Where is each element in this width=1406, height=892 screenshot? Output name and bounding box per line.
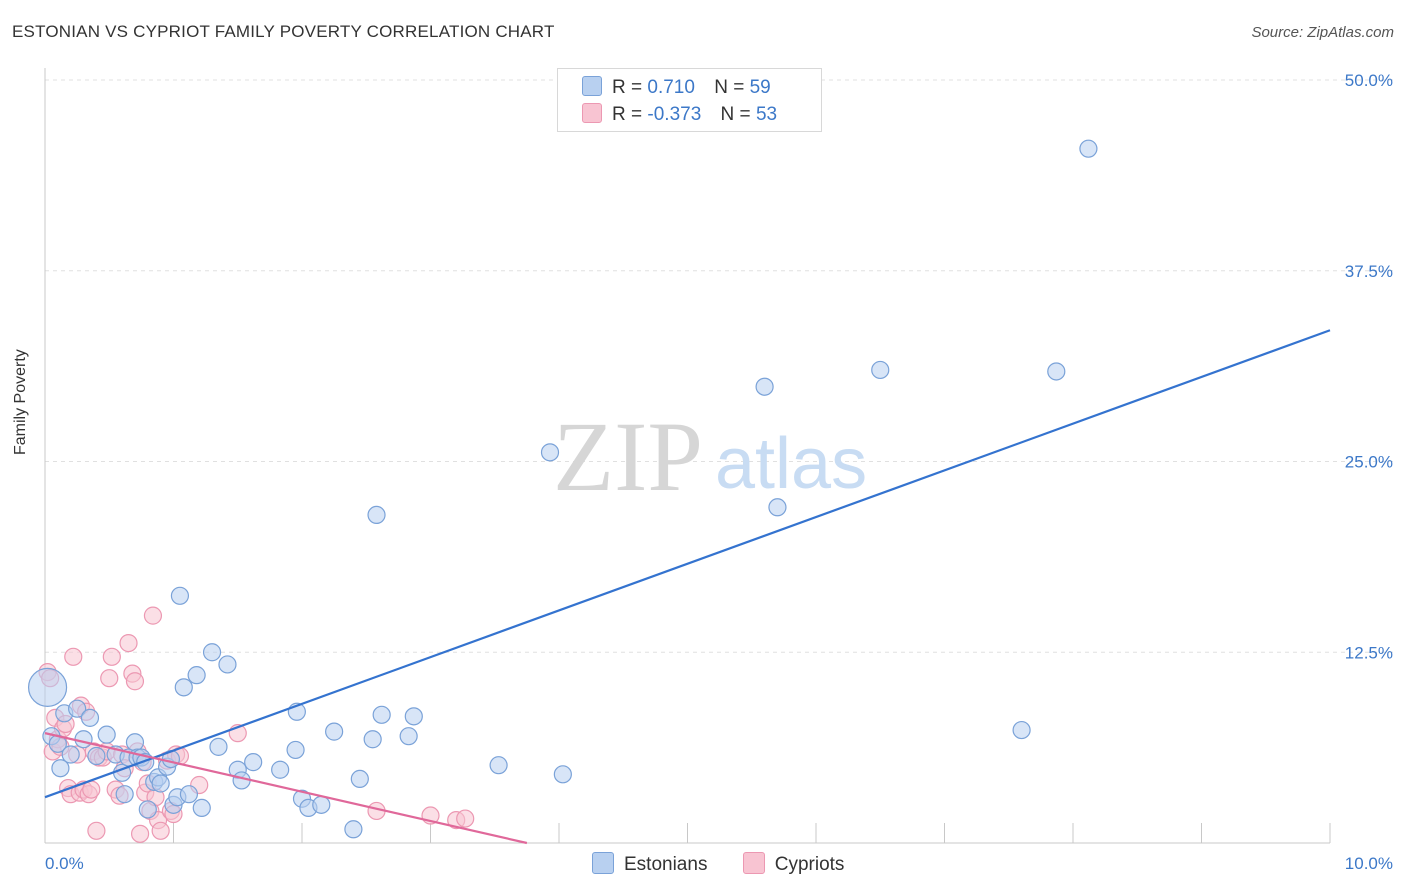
estonians-point bbox=[367, 505, 386, 525]
legend-label-cypriots: Cypriots bbox=[774, 854, 845, 875]
estonians-point bbox=[27, 667, 68, 707]
cypriots-point bbox=[102, 647, 121, 666]
estonians-point bbox=[1012, 720, 1031, 740]
estonians-point bbox=[170, 586, 190, 605]
estonians-point bbox=[404, 707, 423, 726]
legend-label-estonians: Estonians bbox=[624, 854, 708, 875]
estonians-point bbox=[68, 699, 87, 718]
estonians-point bbox=[1047, 362, 1066, 381]
estonians-point bbox=[372, 705, 391, 724]
legend-n-value: 53 bbox=[755, 104, 778, 125]
legend-r-label: R = bbox=[612, 77, 643, 98]
cypriots-point bbox=[456, 809, 475, 828]
estonians-point bbox=[179, 785, 199, 804]
legend-r-value: -0.373 bbox=[647, 104, 702, 125]
estonians-swatch bbox=[582, 76, 602, 96]
estonians-point bbox=[271, 760, 290, 779]
legend-item-estonians[interactable]: Estonians bbox=[592, 852, 707, 876]
watermark-atlas: atlas bbox=[715, 424, 867, 504]
cypriots-point bbox=[125, 672, 145, 691]
axes bbox=[44, 68, 1331, 844]
cypriots-point bbox=[64, 647, 83, 666]
x-tick-labels: 0.0% 10.0% bbox=[45, 854, 1393, 873]
y-tick-label: 50.0% bbox=[1345, 71, 1393, 90]
estonians-point bbox=[312, 795, 331, 814]
estonians-point bbox=[286, 740, 305, 760]
estonians-point bbox=[1079, 139, 1098, 158]
estonians-point bbox=[350, 769, 369, 789]
cypriots-point bbox=[143, 606, 163, 625]
cypriots-swatch bbox=[582, 103, 602, 123]
legend-r-value: 0.710 bbox=[647, 77, 695, 98]
estonians-point bbox=[138, 800, 157, 819]
legend-row-estonians: R = 0.710 N = 59 bbox=[582, 76, 771, 99]
estonians-point bbox=[51, 759, 70, 778]
y-tick-label: 25.0% bbox=[1345, 453, 1393, 472]
estonians-point bbox=[187, 666, 206, 685]
cypriots-point bbox=[151, 821, 170, 840]
estonians-swatch bbox=[592, 852, 614, 874]
estonians-point bbox=[344, 820, 363, 839]
legend-n-value: 59 bbox=[749, 77, 771, 98]
estonians-point bbox=[363, 730, 382, 749]
estonians-point bbox=[125, 733, 145, 752]
x-tick-label: 10.0% bbox=[1345, 854, 1393, 873]
trend-lines bbox=[44, 329, 1331, 845]
estonians-point bbox=[218, 655, 237, 674]
estonians-point bbox=[61, 745, 80, 764]
legend-item-cypriots[interactable]: Cypriots bbox=[742, 852, 845, 876]
estonians-point bbox=[325, 722, 344, 741]
estonians-points bbox=[27, 139, 1098, 839]
cypriots-trend-line bbox=[44, 732, 528, 845]
watermark-zip: ZIP bbox=[553, 401, 703, 512]
correlation-legend: R = 0.710 N = 59 R = -0.373 N = 53 bbox=[557, 68, 822, 132]
y-tick-labels: 12.5% 25.0% 37.5% 50.0% bbox=[1345, 71, 1393, 662]
estonians-point bbox=[553, 765, 572, 784]
estonians-point bbox=[540, 443, 560, 462]
estonians-point bbox=[115, 785, 134, 804]
series-legend: Estonians Cypriots bbox=[592, 852, 874, 876]
cypriots-points bbox=[38, 606, 475, 843]
cypriots-point bbox=[119, 633, 138, 653]
cypriots-swatch bbox=[742, 852, 765, 874]
source-label: Source: ZipAtlas.com bbox=[1251, 24, 1394, 41]
estonians-point bbox=[174, 678, 193, 697]
legend-n-label: N = bbox=[714, 77, 745, 98]
y-tick-label: 37.5% bbox=[1345, 262, 1393, 281]
estonians-point bbox=[97, 725, 116, 744]
estonians-point bbox=[755, 377, 774, 396]
estonians-trend-line bbox=[44, 329, 1331, 799]
estonians-point bbox=[871, 360, 890, 380]
legend-n-label: N = bbox=[720, 104, 751, 125]
legend-r-label: R = bbox=[612, 104, 643, 125]
chart-title: ESTONIAN VS CYPRIOT FAMILY POVERTY CORRE… bbox=[12, 22, 555, 41]
estonians-point bbox=[87, 746, 106, 766]
estonians-point bbox=[244, 753, 263, 772]
estonians-point bbox=[202, 643, 222, 662]
estonians-point bbox=[209, 737, 228, 756]
x-tick-label: 0.0% bbox=[45, 854, 84, 873]
estonians-point bbox=[192, 798, 211, 818]
estonians-point bbox=[489, 756, 508, 775]
gridlines bbox=[45, 79, 1395, 653]
estonians-point bbox=[768, 498, 787, 517]
cypriots-point bbox=[100, 669, 119, 688]
cypriots-point bbox=[130, 824, 150, 843]
estonians-point bbox=[151, 774, 170, 793]
watermark: ZIP atlas bbox=[553, 401, 867, 512]
estonians-point bbox=[74, 730, 93, 749]
y-tick-label: 12.5% bbox=[1345, 643, 1393, 662]
cypriots-point bbox=[87, 821, 106, 840]
estonians-point bbox=[399, 727, 418, 746]
estonians-point bbox=[80, 708, 100, 727]
legend-row-cypriots: R = -0.373 N = 53 bbox=[582, 103, 777, 126]
y-axis-label: Family Poverty bbox=[12, 349, 29, 455]
